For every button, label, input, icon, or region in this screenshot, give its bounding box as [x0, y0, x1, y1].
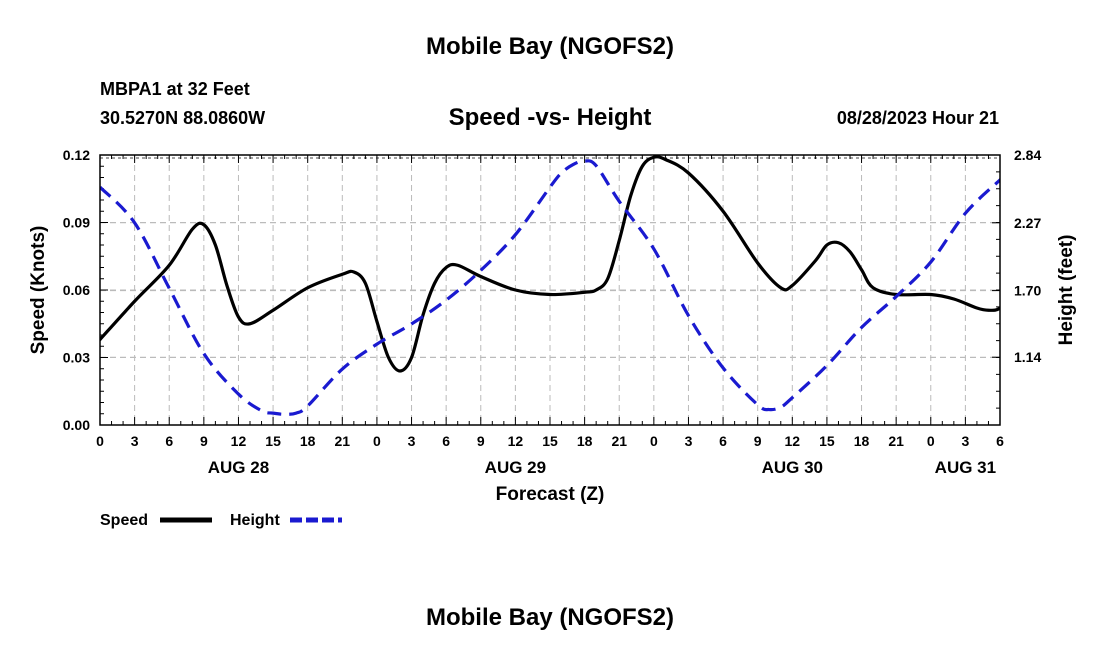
x-tick-label: 21	[335, 433, 351, 449]
x-axis-title: Forecast (Z)	[496, 484, 605, 505]
station-label: MBPA1 at 32 Feet	[100, 79, 250, 99]
x-tick-label: 0	[373, 433, 381, 449]
x-tick-label: 12	[231, 433, 247, 449]
x-tick-label: 6	[442, 433, 450, 449]
y-tick-label: 0.03	[63, 350, 90, 366]
y-tick-label: 0.09	[63, 215, 90, 231]
date-label: AUG 30	[762, 458, 823, 477]
speed-series-line	[100, 155, 1000, 373]
x-tick-label: 12	[508, 433, 524, 449]
x-tick-label: 18	[577, 433, 593, 449]
station-coords: 30.5270N 88.0860W	[100, 108, 265, 128]
x-tick-label: 0	[96, 433, 104, 449]
legend-height-label: Height	[230, 512, 280, 529]
x-tick-label: 6	[996, 433, 1004, 449]
x-tick-label: 15	[819, 433, 835, 449]
x-tick-label: 3	[131, 433, 139, 449]
y2-axis-title: Height (feet)	[1056, 235, 1077, 346]
chart-subtitle: Speed -vs- Height	[449, 104, 652, 131]
chart-title: Mobile Bay (NGOFS2)	[426, 33, 674, 60]
y2-tick-label: 2.27	[1014, 215, 1041, 231]
x-tick-label: 21	[888, 433, 904, 449]
x-tick-label: 15	[542, 433, 558, 449]
y-axis-title: Speed (Knots)	[28, 226, 49, 355]
y-tick-label: 0.00	[63, 417, 90, 433]
y2-tick-label: 2.84	[1014, 147, 1041, 163]
series-lines	[100, 155, 1000, 416]
x-tick-label: 15	[265, 433, 281, 449]
legend-speed-label: Speed	[100, 512, 148, 529]
x-tick-label: 9	[754, 433, 762, 449]
x-tick-label: 12	[785, 433, 801, 449]
gridlines	[100, 155, 1000, 425]
y-tick-label: 0.06	[63, 282, 90, 298]
x-tick-label: 18	[300, 433, 316, 449]
x-tick-label: 21	[611, 433, 627, 449]
x-tick-label: 18	[854, 433, 870, 449]
x-tick-label: 3	[685, 433, 693, 449]
axis-labels: 0 3 6 9 12 15 18 21 0 3 6 9 12 15 18 21 0 3 6 9 12 15 18 21 0 3 6A…	[63, 147, 1042, 477]
y2-tick-label: 1.70	[1014, 283, 1041, 299]
x-tick-label: 6	[719, 433, 727, 449]
date-label: AUG 28	[208, 458, 269, 477]
x-tick-label: 6	[165, 433, 173, 449]
legend: Speed Height	[100, 512, 342, 529]
date-label: AUG 31	[935, 458, 996, 477]
x-tick-label: 3	[408, 433, 416, 449]
plot-frame	[99, 154, 1001, 426]
y-tick-label: 0.12	[63, 147, 90, 163]
forecast-datetime: 08/28/2023 Hour 21	[837, 108, 999, 128]
height-series-line	[100, 159, 1000, 416]
y2-tick-label: 1.14	[1014, 349, 1041, 365]
date-label: AUG 29	[485, 458, 546, 477]
x-tick-label: 0	[650, 433, 658, 449]
x-tick-label: 9	[200, 433, 208, 449]
bottom-title: Mobile Bay (NGOFS2)	[426, 604, 674, 631]
x-tick-label: 9	[477, 433, 485, 449]
x-tick-label: 3	[961, 433, 969, 449]
x-tick-label: 0	[927, 433, 935, 449]
